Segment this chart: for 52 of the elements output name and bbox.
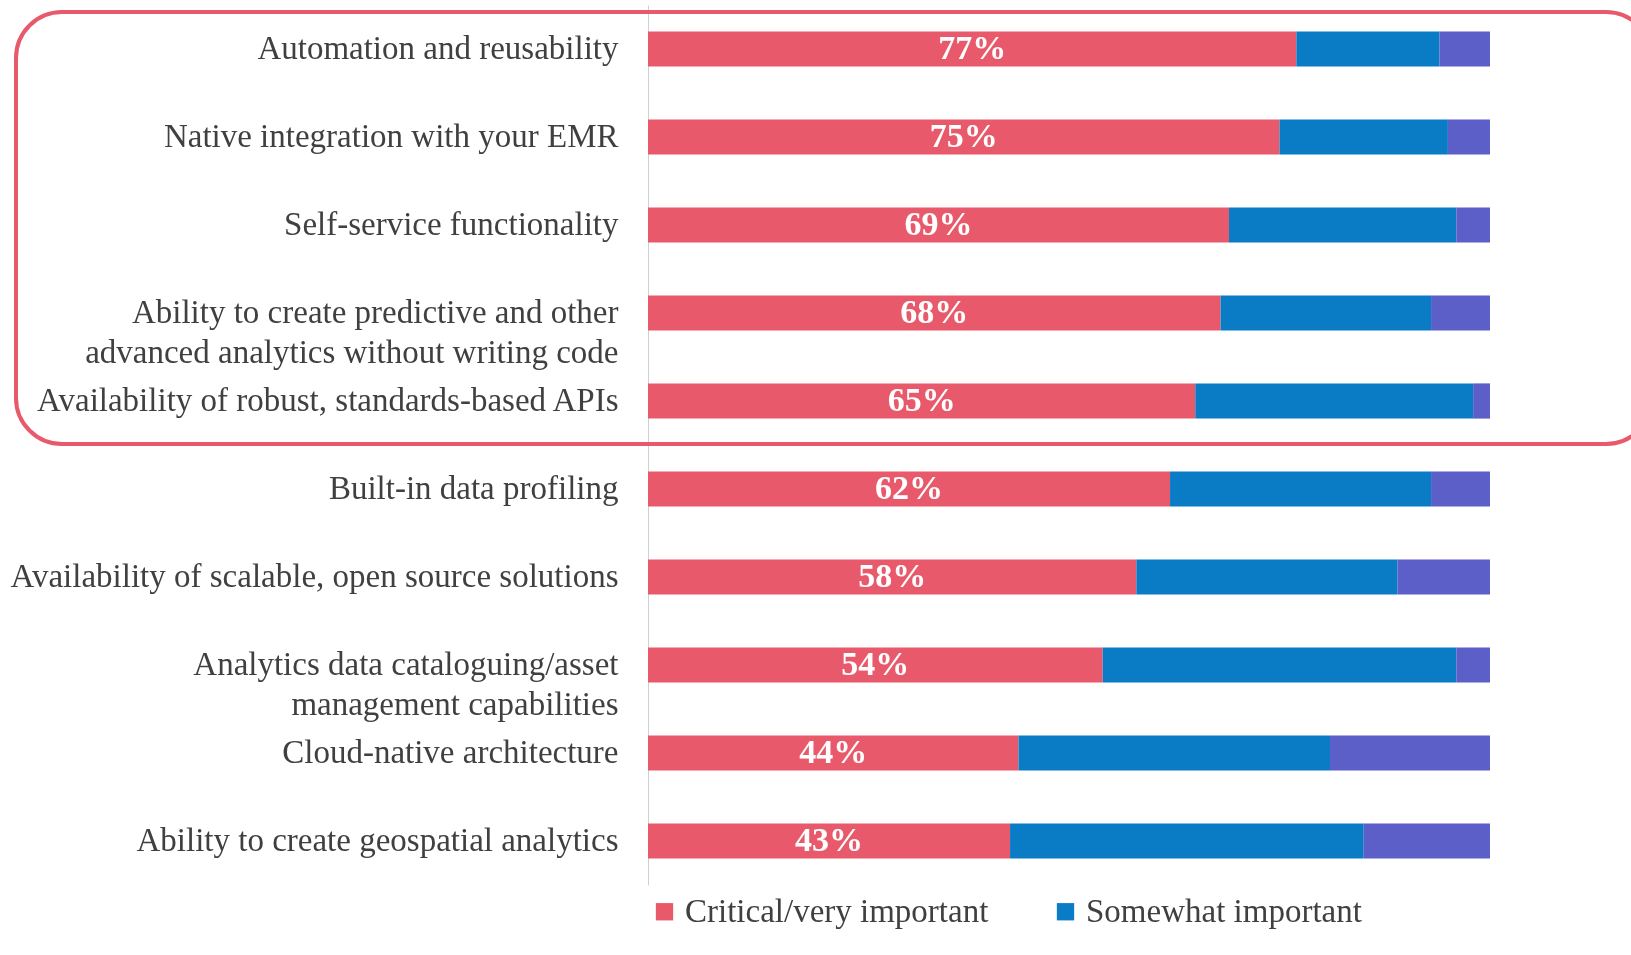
y-tick-label: Cloud-native architecture [282, 734, 619, 770]
bar [1228, 207, 1457, 243]
bar [1018, 735, 1331, 771]
data-label: 77% [938, 29, 1007, 66]
data-label: 54% [841, 645, 910, 682]
bar [1296, 31, 1440, 67]
bar [648, 31, 1297, 67]
bar [1363, 823, 1490, 859]
data-label: 44% [799, 733, 868, 770]
y-tick-label: Ability to create geospatial analytics [136, 822, 619, 858]
bar [1397, 559, 1490, 595]
bar [648, 295, 1221, 331]
bar [648, 647, 1103, 683]
bar [648, 735, 1019, 771]
bar [648, 559, 1137, 595]
bar [1330, 735, 1490, 771]
bar [648, 207, 1229, 243]
legend-label: Critical/very important [685, 892, 989, 929]
data-label: 68% [900, 293, 969, 330]
y-tick-label: Ability to create predictive and other advanced analytics without writing code [85, 294, 619, 370]
bar [1447, 119, 1490, 155]
y-tick-label: Built-in data profiling [328, 470, 619, 506]
y-tick-label: Automation and reusability [257, 30, 619, 66]
bar [648, 383, 1196, 419]
y-tick-label: Availability of robust, standards-based APIs [37, 382, 619, 418]
data-label: 69% [904, 205, 973, 242]
bar [648, 471, 1171, 507]
legend-label: Somewhat important [1086, 892, 1362, 929]
bar [1456, 207, 1490, 243]
bar [1279, 119, 1448, 155]
bar [648, 119, 1280, 155]
y-tick-label: Analytics data cataloguing/asset management capabilities [193, 646, 619, 722]
bar [1102, 647, 1457, 683]
bar [648, 823, 1011, 859]
data-label: 58% [858, 557, 927, 594]
bar [1136, 559, 1398, 595]
data-label: 65% [887, 381, 956, 418]
data-label: 62% [875, 469, 944, 506]
bar [1473, 383, 1490, 419]
bar [1010, 823, 1364, 859]
bar [1431, 471, 1490, 507]
y-tick-label: Self-service functionality [284, 206, 619, 242]
y-tick-label: Availability of scalable, open source solutions [10, 558, 619, 594]
data-label: 75% [929, 117, 998, 154]
data-label: 43% [795, 821, 864, 858]
y-tick-label: Native integration with your EMR [163, 118, 619, 154]
bar [1170, 471, 1432, 507]
bar [1431, 295, 1490, 331]
bar [1456, 647, 1490, 683]
bar [1439, 31, 1490, 67]
bar [1195, 383, 1474, 419]
bar [1220, 295, 1432, 331]
